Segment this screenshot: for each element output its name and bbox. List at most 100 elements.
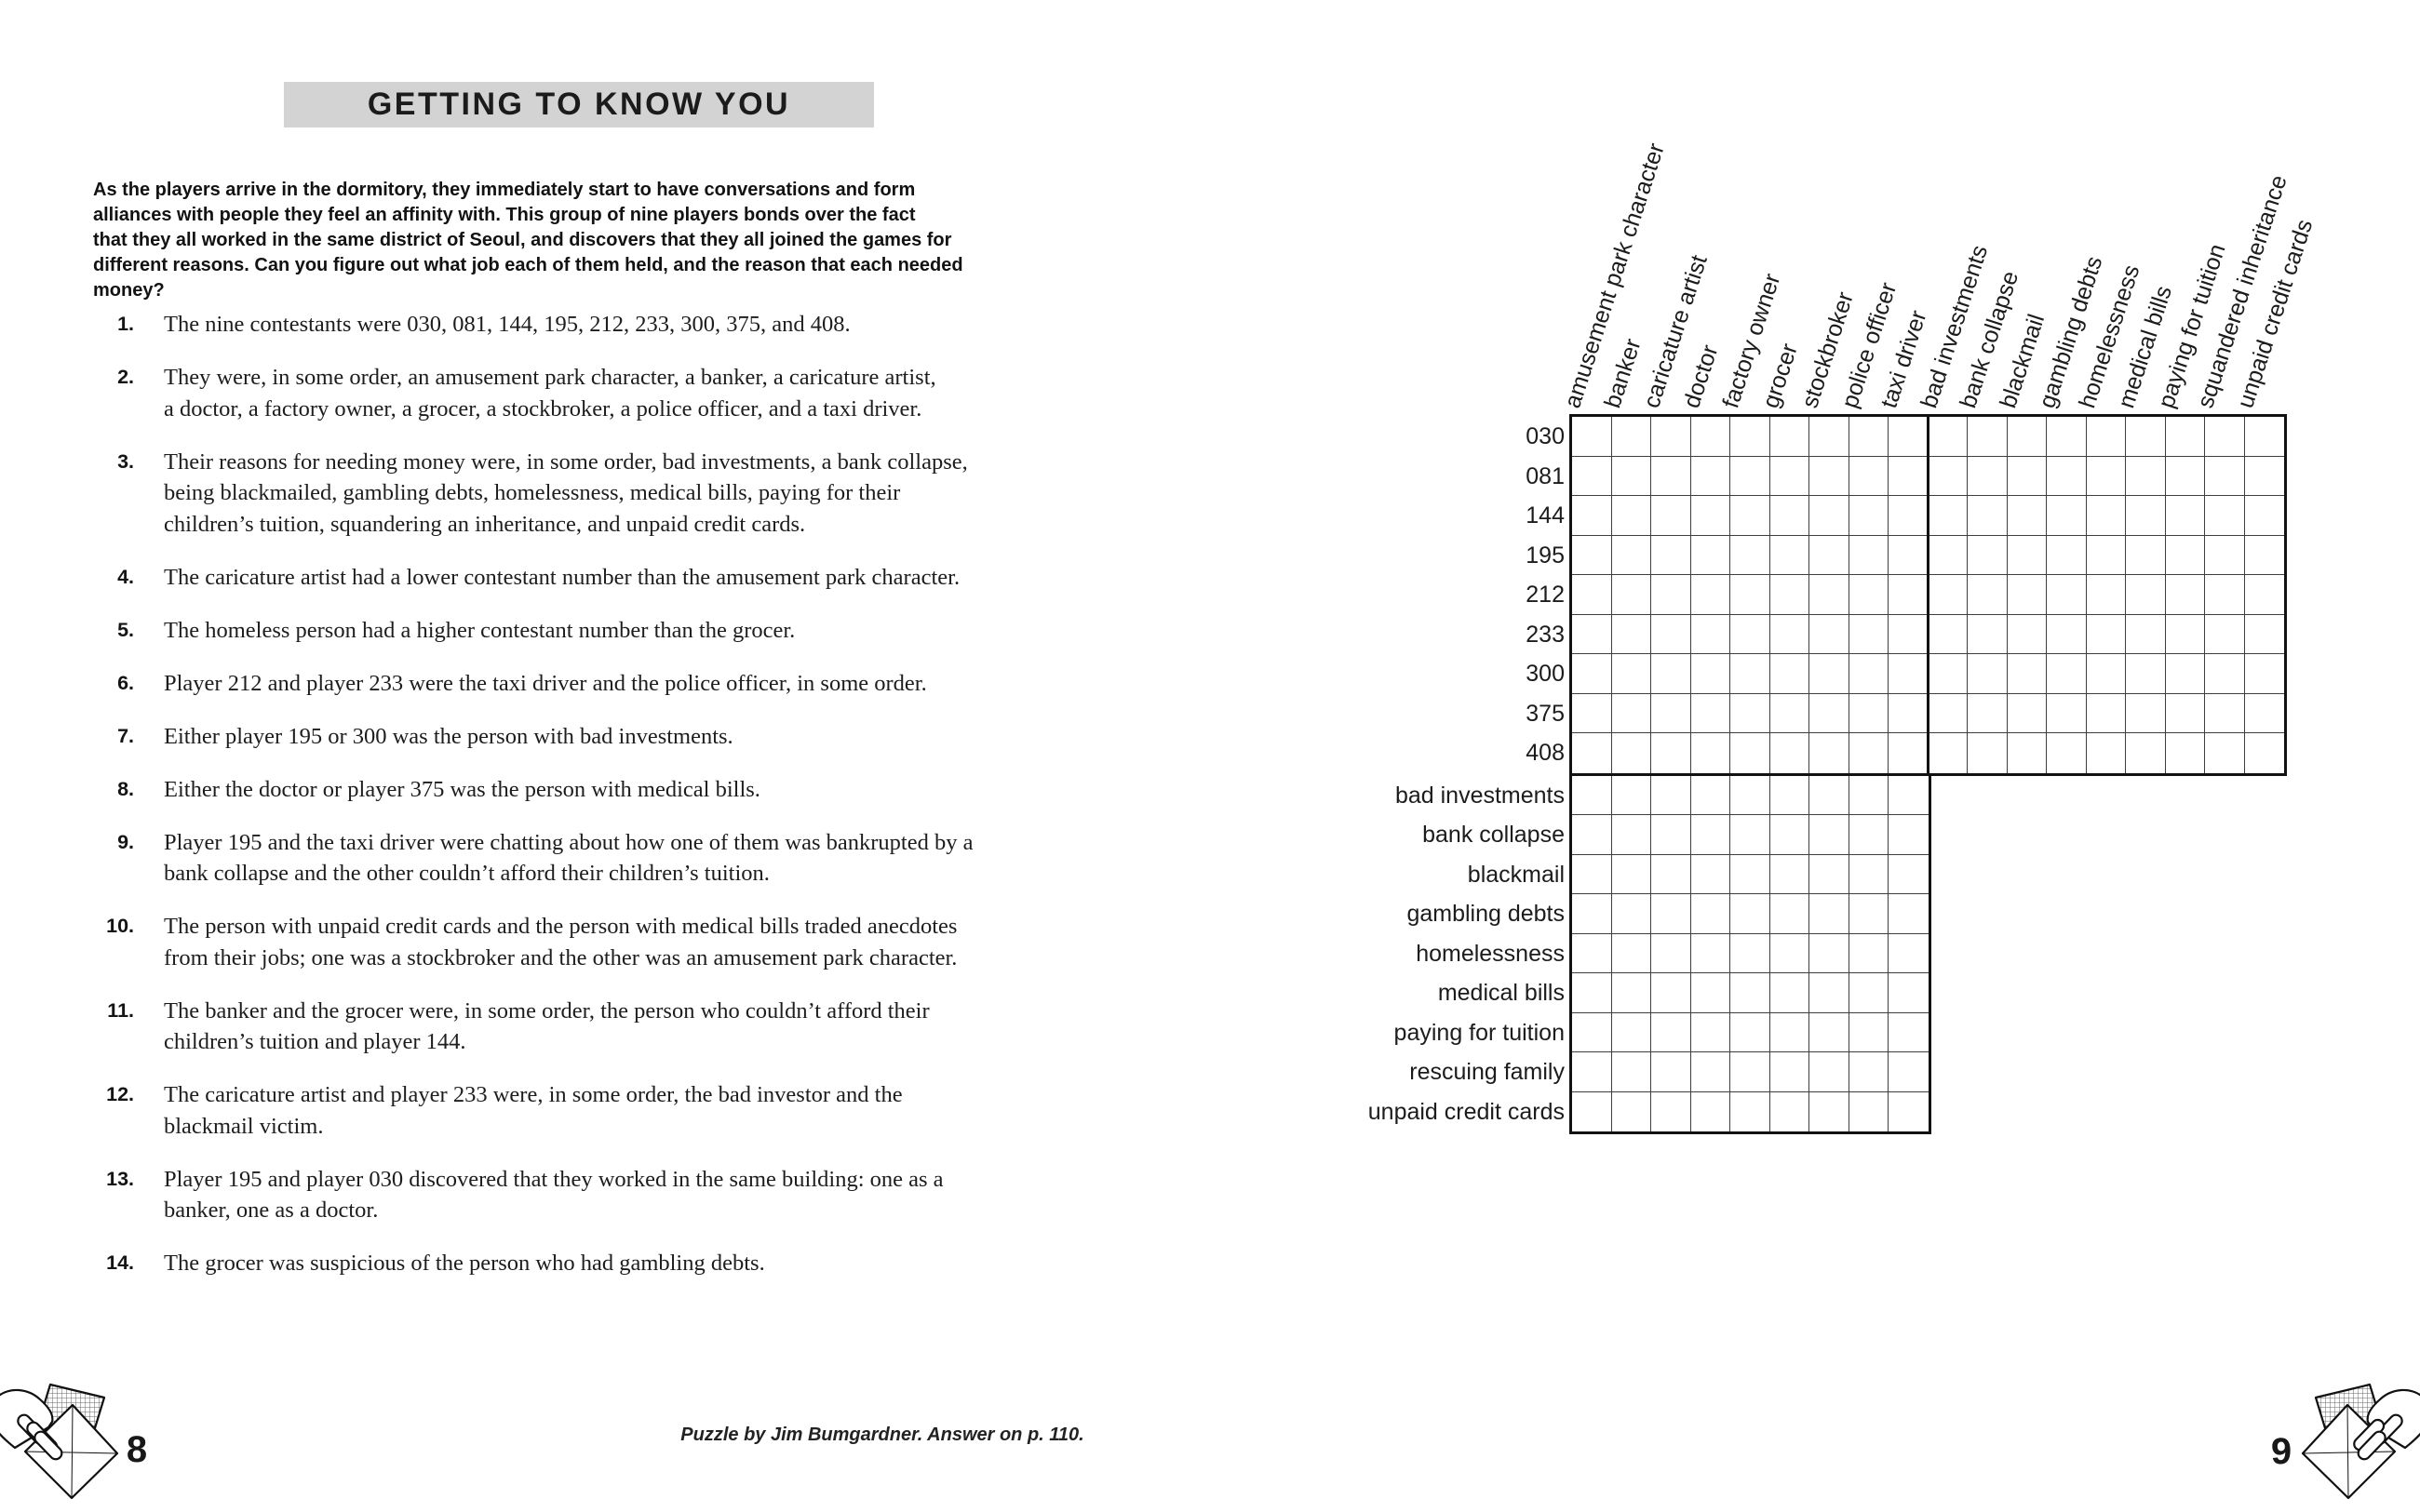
grid-cell[interactable] — [1572, 733, 1612, 773]
grid-cell[interactable] — [1769, 854, 1809, 894]
grid-cell[interactable] — [1651, 933, 1691, 973]
grid-cell[interactable] — [1968, 535, 2008, 575]
grid-cell[interactable] — [2126, 456, 2166, 496]
grid-cell[interactable] — [1769, 417, 1809, 457]
grid-cell[interactable] — [1889, 417, 1929, 457]
grid-cell[interactable] — [2126, 654, 2166, 694]
grid-cell[interactable] — [1849, 733, 1889, 773]
grid-cell[interactable] — [1690, 775, 1730, 815]
grid-cell[interactable] — [1690, 614, 1730, 654]
grid-cell[interactable] — [1690, 973, 1730, 1013]
grid-cell[interactable] — [2047, 575, 2087, 615]
grid-cell[interactable] — [2205, 654, 2245, 694]
grid-cell[interactable] — [1572, 933, 1612, 973]
grid-cell[interactable] — [1968, 496, 2008, 536]
grid-cell[interactable] — [1651, 535, 1691, 575]
grid-cell[interactable] — [2087, 733, 2126, 773]
grid-cell[interactable] — [1691, 1091, 1730, 1131]
grid-cell[interactable] — [2205, 456, 2245, 496]
grid-cell[interactable] — [1730, 654, 1770, 694]
grid-cell[interactable] — [1651, 775, 1691, 815]
grid-cell[interactable] — [2205, 575, 2245, 615]
grid-cell[interactable] — [1730, 496, 1770, 536]
grid-cell[interactable] — [2205, 417, 2245, 457]
grid-cell[interactable] — [1809, 417, 1849, 457]
grid-cell[interactable] — [1770, 733, 1809, 773]
grid-cell[interactable] — [1611, 496, 1651, 536]
grid-cell[interactable] — [1889, 496, 1929, 536]
grid-cell[interactable] — [1690, 815, 1730, 855]
grid-cell[interactable] — [2086, 456, 2126, 496]
grid-cell[interactable] — [1572, 1091, 1612, 1131]
grid-cell[interactable] — [2007, 456, 2047, 496]
grid-cell[interactable] — [1730, 535, 1770, 575]
grid-cell[interactable] — [1730, 693, 1770, 733]
grid-cell[interactable] — [1968, 654, 2008, 694]
grid-cell[interactable] — [2047, 496, 2087, 536]
grid-cell[interactable] — [1690, 1052, 1730, 1092]
grid-cell[interactable] — [1612, 733, 1651, 773]
grid-cell[interactable] — [1730, 933, 1770, 973]
grid-cell[interactable] — [1730, 894, 1770, 934]
grid-cell[interactable] — [1769, 775, 1809, 815]
grid-cell[interactable] — [1611, 456, 1651, 496]
grid-cell[interactable] — [1889, 575, 1929, 615]
grid-cell[interactable] — [1611, 815, 1651, 855]
grid-cell[interactable] — [1611, 854, 1651, 894]
grid-cell[interactable] — [1572, 614, 1612, 654]
grid-cell[interactable] — [1769, 1012, 1809, 1052]
grid-cell[interactable] — [1769, 1052, 1809, 1092]
grid-cell[interactable] — [1928, 456, 1968, 496]
grid-cell[interactable] — [2205, 733, 2245, 773]
grid-cell[interactable] — [2165, 456, 2205, 496]
grid-cell[interactable] — [2165, 654, 2205, 694]
grid-cell[interactable] — [1690, 575, 1730, 615]
grid-cell[interactable] — [2126, 417, 2166, 457]
grid-cell[interactable] — [2007, 417, 2047, 457]
grid-cell[interactable] — [2047, 654, 2087, 694]
grid-cell[interactable] — [1849, 535, 1889, 575]
grid-cell[interactable] — [1849, 933, 1889, 973]
grid-cell[interactable] — [1809, 614, 1849, 654]
grid-cell[interactable] — [1690, 894, 1730, 934]
grid-cell[interactable] — [1809, 654, 1849, 694]
grid-cell[interactable] — [1928, 693, 1968, 733]
grid-cell[interactable] — [1889, 894, 1929, 934]
grid-cell[interactable] — [2165, 535, 2205, 575]
grid-cell[interactable] — [2165, 496, 2205, 536]
grid-cell[interactable] — [1809, 693, 1849, 733]
grid-cell[interactable] — [2047, 535, 2087, 575]
grid-cell[interactable] — [1651, 654, 1691, 694]
grid-cell[interactable] — [1611, 933, 1651, 973]
grid-cell[interactable] — [1572, 894, 1612, 934]
grid-cell[interactable] — [2126, 575, 2166, 615]
grid-cell[interactable] — [1849, 973, 1889, 1013]
grid-cell[interactable] — [1849, 417, 1889, 457]
grid-cell[interactable] — [2165, 614, 2205, 654]
grid-cell[interactable] — [2047, 456, 2087, 496]
grid-cell[interactable] — [1572, 496, 1612, 536]
grid-cell[interactable] — [1730, 973, 1770, 1013]
grid-cell[interactable] — [2205, 693, 2245, 733]
grid-cell[interactable] — [1929, 733, 1968, 773]
grid-cell[interactable] — [2047, 614, 2087, 654]
grid-cell[interactable] — [1611, 417, 1651, 457]
grid-cell[interactable] — [1730, 417, 1770, 457]
grid-cell[interactable] — [2205, 535, 2245, 575]
grid-cell[interactable] — [2007, 575, 2047, 615]
grid-cell[interactable] — [1691, 733, 1730, 773]
grid-cell[interactable] — [1730, 733, 1770, 773]
grid-cell[interactable] — [1889, 693, 1929, 733]
grid-cell[interactable] — [1769, 693, 1809, 733]
grid-cell[interactable] — [1769, 815, 1809, 855]
grid-cell[interactable] — [1730, 1052, 1770, 1092]
grid-cell[interactable] — [1690, 1012, 1730, 1052]
grid-cell[interactable] — [1651, 1091, 1691, 1131]
grid-cell[interactable] — [1809, 1091, 1849, 1131]
grid-cell[interactable] — [1849, 1012, 1889, 1052]
grid-cell[interactable] — [1809, 733, 1849, 773]
grid-cell[interactable] — [1849, 894, 1889, 934]
grid-cell[interactable] — [1730, 854, 1770, 894]
grid-cell[interactable] — [1730, 1091, 1770, 1131]
grid-cell[interactable] — [1809, 575, 1849, 615]
